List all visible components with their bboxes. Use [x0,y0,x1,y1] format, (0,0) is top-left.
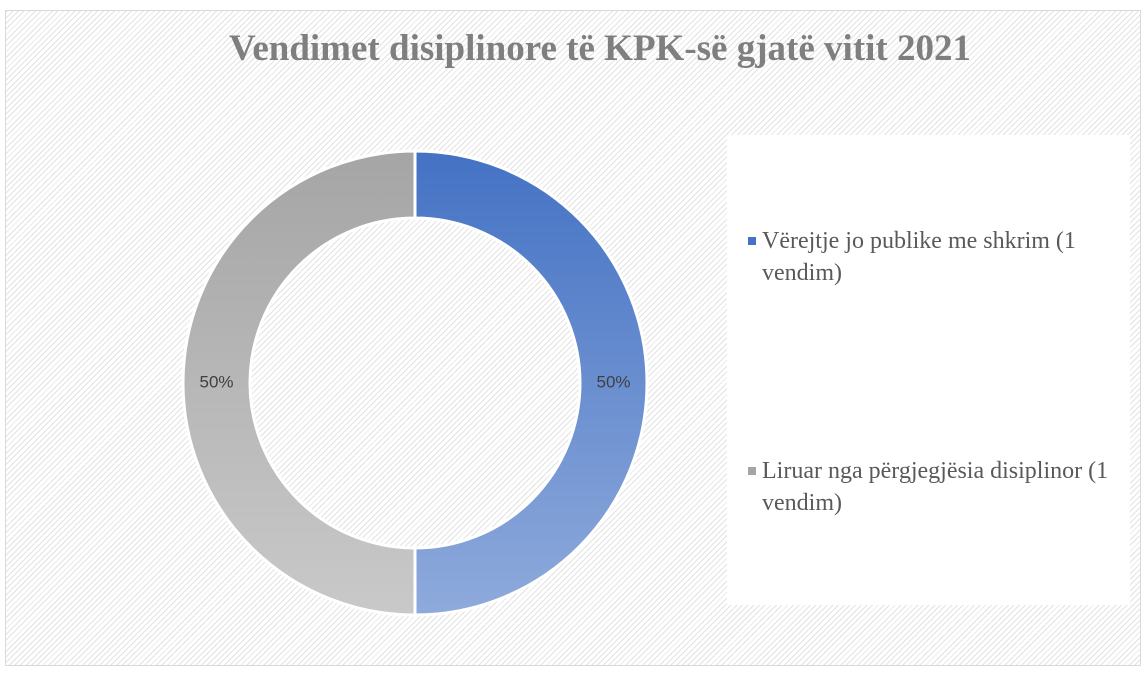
legend-item: Vërejtje jo publike me shkrim (1 vendim) [748,225,1122,289]
data-label: 50% [199,372,233,391]
data-label: 50% [596,372,630,391]
legend-label: Liruar nga përgjegjësia disiplinor (1 ve… [762,458,1109,516]
legend-item: Liruar nga përgjegjësia disiplinor (1 ve… [748,455,1122,519]
donut-slice [181,149,417,617]
chart-title: Vendimet disiplinore të KPK-së gjatë vit… [229,28,971,69]
legend: Vërejtje jo publike me shkrim (1 vendim)… [727,135,1130,605]
legend-marker [748,237,756,245]
legend-label: Vërejtje jo publike me shkrim (1 vendim) [762,228,1076,286]
legend-marker [748,467,756,475]
donut-slice [413,149,649,617]
